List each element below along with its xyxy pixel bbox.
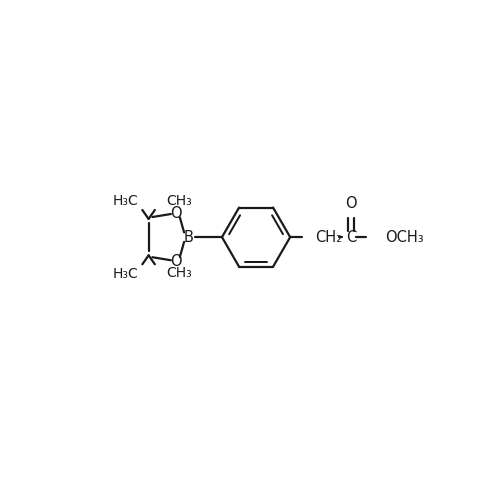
Text: O: O — [345, 196, 356, 212]
Text: H₃C: H₃C — [113, 194, 138, 207]
Text: H₃C: H₃C — [113, 267, 138, 281]
Text: CH₂: CH₂ — [315, 229, 342, 245]
Text: O: O — [170, 205, 182, 220]
Text: O: O — [170, 254, 182, 269]
Text: B: B — [184, 229, 194, 245]
Text: CH₃: CH₃ — [167, 194, 193, 208]
Text: OCH₃: OCH₃ — [385, 229, 424, 245]
Text: C: C — [346, 229, 356, 245]
Text: CH₃: CH₃ — [167, 266, 193, 280]
